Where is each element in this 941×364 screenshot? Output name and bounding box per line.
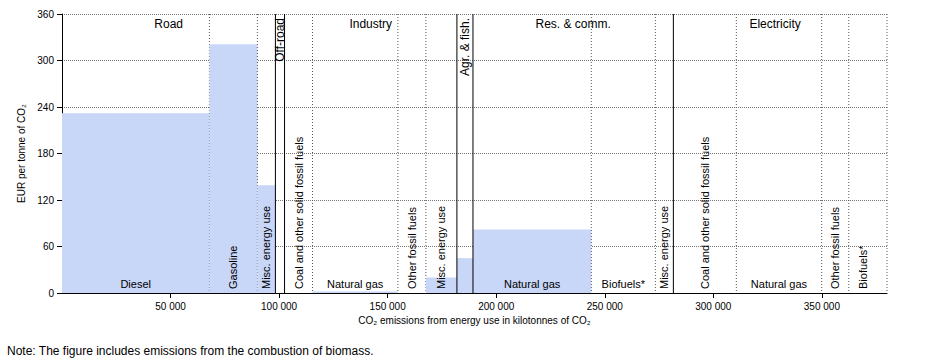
svg-text:Electricity: Electricity (749, 17, 800, 31)
svg-text:350 000: 350 000 (804, 301, 841, 312)
svg-text:60: 60 (43, 241, 55, 252)
svg-text:360: 360 (37, 9, 54, 20)
svg-text:Note: The figure includes emis: Note: The figure includes emissions from… (7, 344, 374, 358)
svg-text:250 000: 250 000 (587, 301, 624, 312)
svg-text:Road: Road (154, 17, 183, 31)
svg-text:Agr. & fish.: Agr. & fish. (458, 18, 472, 76)
svg-text:180: 180 (37, 148, 54, 159)
svg-text:Other fossil fuels: Other fossil fuels (406, 207, 418, 289)
svg-text:EUR per tonne of CO₂: EUR per tonne of CO₂ (16, 104, 27, 203)
svg-text:Natural gas: Natural gas (504, 278, 561, 290)
svg-text:300: 300 (37, 55, 54, 66)
svg-text:240: 240 (37, 102, 54, 113)
svg-text:Natural gas: Natural gas (327, 278, 384, 290)
svg-text:0: 0 (48, 288, 54, 299)
svg-text:Industry: Industry (349, 17, 392, 31)
svg-text:300 000: 300 000 (695, 301, 732, 312)
svg-text:150 000: 150 000 (370, 301, 407, 312)
svg-text:CO₂ emissions from energy use: CO₂ emissions from energy use in kiloton… (358, 315, 590, 326)
svg-text:100 000: 100 000 (261, 301, 298, 312)
svg-text:Coal and other solid fossil fu: Coal and other solid fossil fuels (293, 136, 305, 289)
svg-text:Gasoline: Gasoline (227, 246, 239, 289)
svg-text:120: 120 (37, 195, 54, 206)
svg-text:Other fossil fuels: Other fossil fuels (829, 207, 841, 289)
svg-text:Biofuels*: Biofuels* (857, 245, 869, 289)
svg-text:200 000: 200 000 (478, 301, 515, 312)
svg-text:Res. & comm.: Res. & comm. (535, 17, 610, 31)
svg-text:Misc. energy use: Misc. energy use (435, 206, 447, 289)
svg-text:Diesel: Diesel (120, 278, 151, 290)
svg-text:Misc. energy use: Misc. energy use (658, 206, 670, 289)
svg-text:Biofuels*: Biofuels* (602, 278, 646, 290)
svg-text:Coal and other solid fossil fu: Coal and other solid fossil fuels (699, 136, 711, 289)
svg-text:Misc. energy use: Misc. energy use (260, 206, 272, 289)
svg-text:Off-road: Off-road (273, 18, 287, 62)
svg-text:50 000: 50 000 (155, 301, 186, 312)
svg-text:Natural gas: Natural gas (751, 278, 808, 290)
